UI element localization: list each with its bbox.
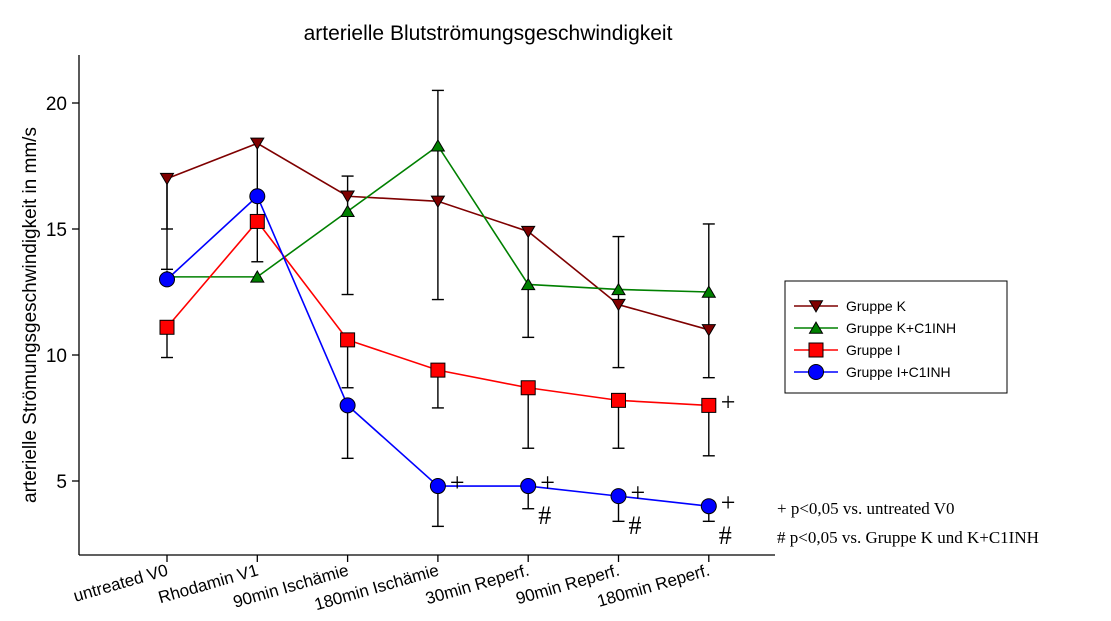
data-point (340, 190, 355, 204)
data-point (520, 225, 536, 239)
x-tick-label: untreated V0 (71, 561, 170, 606)
data-point (611, 282, 626, 296)
legend-marker (808, 300, 824, 313)
data-point (340, 332, 356, 348)
legend-label: Gruppe K (846, 298, 907, 314)
x-tick-label: 30min Reperf. (423, 561, 531, 609)
data-point (701, 324, 717, 337)
data-point (429, 478, 446, 495)
y-axis-label: arterielle Strömungsgeschwindigkeit in m… (20, 127, 41, 503)
data-point (249, 270, 265, 283)
significance-plus: + (721, 387, 736, 416)
data-point (249, 213, 265, 229)
data-point (249, 137, 265, 151)
y-tick-label: 5 (56, 472, 67, 493)
data-point (610, 488, 627, 505)
legend-marker (808, 321, 824, 334)
data-point (611, 392, 626, 408)
legend-marker (808, 342, 824, 358)
significance-plus: + (631, 478, 646, 507)
data-point (430, 195, 446, 209)
y-tick-label: 15 (46, 220, 67, 241)
data-point (339, 397, 356, 414)
data-point (701, 285, 717, 298)
legend: Gruppe K Gruppe K+C1INH Gruppe I Gruppe I+C… (784, 280, 1008, 394)
significance-notes: + p<0,05 vs. untreated V0 # p<0,05 vs. Gr… (777, 499, 1039, 547)
data-point (520, 380, 536, 396)
y-tick-label: 20 (46, 94, 67, 115)
data-point (430, 139, 446, 152)
data-point (159, 319, 175, 335)
chart-title: arterielle Blutströmungsgeschwindigkeit (304, 22, 673, 45)
data-point (701, 397, 717, 413)
data-point (611, 298, 626, 312)
data-point (340, 204, 355, 218)
significance-plus: + (450, 468, 465, 497)
data-point (430, 362, 446, 378)
significance-hash: # (538, 501, 551, 530)
legend-label: Gruppe K+C1INH (846, 320, 956, 336)
data-point (700, 498, 717, 515)
note-text: # p<0,05 vs. Gruppe K und K+C1INH (777, 528, 1039, 547)
note-text: + p<0,05 vs. untreated V0 (777, 499, 955, 518)
significance-hash: # (719, 521, 732, 550)
significance-plus: + (540, 468, 555, 497)
significance-hash: # (629, 511, 642, 540)
data-point (249, 188, 266, 205)
legend-label: Gruppe I+C1INH (846, 364, 951, 380)
y-tick-label: 10 (46, 346, 67, 367)
data-point (520, 277, 536, 291)
data-point (520, 478, 537, 495)
data-point (159, 172, 175, 186)
legend-marker (808, 364, 824, 380)
significance-plus: + (721, 488, 736, 517)
legend-label: Gruppe I (846, 342, 900, 358)
data-point (159, 271, 175, 288)
